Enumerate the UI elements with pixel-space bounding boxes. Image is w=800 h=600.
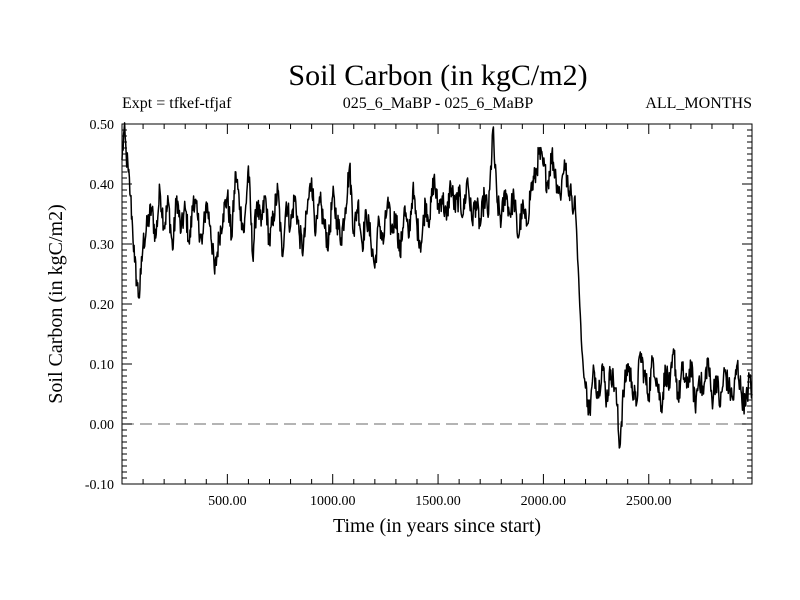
plot-frame — [121, 123, 753, 485]
soil-carbon-series-line — [121, 122, 753, 449]
y-tick-label: 0.50 — [90, 118, 115, 133]
y-tick-label: 0.00 — [90, 418, 115, 433]
x-tick-label: 500.00 — [208, 494, 247, 509]
period-label: 025_6_MaBP - 025_6_MaBP — [343, 95, 534, 112]
y-tick-label: 0.10 — [90, 358, 115, 373]
y-tick-label: 0.40 — [90, 178, 115, 193]
x-tick-label: 1500.00 — [415, 494, 461, 509]
y-tick-label: -0.10 — [85, 478, 114, 493]
series-layer — [121, 122, 753, 449]
chart-title: Soil Carbon (in kgC/m2) — [288, 59, 587, 92]
y-tick-label: 0.20 — [90, 298, 115, 313]
x-axis-label: Time (in years since start) — [333, 515, 541, 537]
y-axis-label: Soil Carbon (in kgC/m2) — [45, 204, 67, 403]
x-axis-ticks: 500.00 1000.00 1500.00 2000.00 2500.00 — [142, 124, 734, 509]
x-tick-label: 1000.00 — [310, 494, 356, 509]
y-axis-ticks: -0.10 0.00 0.10 0.20 0.30 0.40 0.50 — [85, 118, 752, 493]
y-tick-label: 0.30 — [90, 238, 115, 253]
x-tick-label: 2000.00 — [521, 494, 567, 509]
x-tick-label: 2500.00 — [626, 494, 672, 509]
months-label: ALL_MONTHS — [645, 95, 752, 112]
experiment-label: Expt = tfkef-tfjaf — [122, 95, 232, 112]
